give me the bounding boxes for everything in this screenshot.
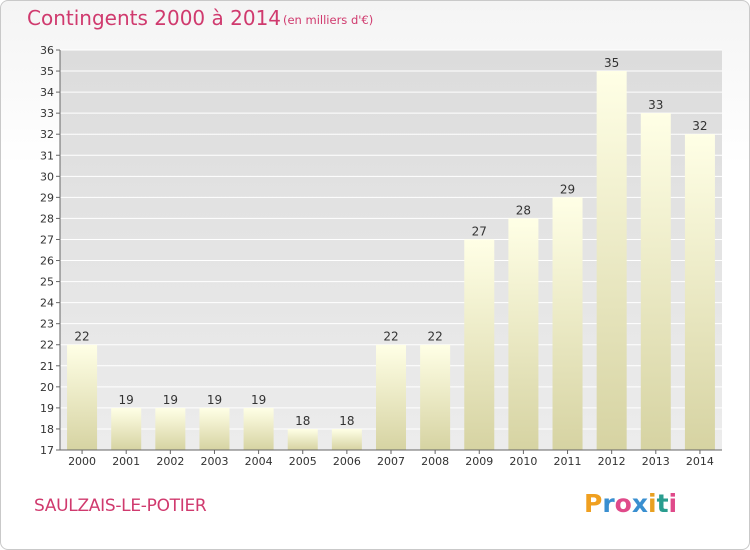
bar-2014 (684, 134, 715, 451)
x-tick-label: 2011 (554, 455, 582, 468)
logo-letter: P (584, 489, 603, 518)
bar-2010 (508, 218, 539, 450)
data-label: 29 (560, 182, 575, 196)
proxiti-logo: Proxiti (584, 489, 677, 518)
y-tick-label: 31 (40, 149, 54, 162)
y-tick-label: 28 (40, 212, 54, 225)
x-tick-label: 2013 (642, 455, 670, 468)
bar-2012 (596, 71, 627, 450)
data-label: 19 (251, 393, 266, 407)
bar-2003 (199, 407, 230, 450)
x-tick-label: 2014 (686, 455, 714, 468)
logo-letter: i (668, 489, 678, 518)
y-tick-label: 24 (40, 297, 54, 310)
data-label: 22 (427, 330, 442, 344)
bar-2004 (243, 407, 274, 450)
y-tick-label: 33 (40, 107, 54, 120)
y-tick-label: 22 (40, 339, 54, 352)
x-tick-label: 2004 (245, 455, 273, 468)
data-label: 19 (163, 393, 178, 407)
y-tick-label: 20 (40, 381, 54, 394)
y-tick-label: 21 (40, 360, 54, 373)
bar-2009 (464, 239, 495, 450)
bar-2000 (67, 344, 98, 450)
x-tick-label: 2001 (112, 455, 140, 468)
commune-name: SAULZAIS-LE-POTIER (34, 496, 207, 516)
y-tick-label: 34 (40, 86, 54, 99)
x-tick-label: 2006 (333, 455, 361, 468)
data-label: 19 (207, 393, 222, 407)
bar-2005 (287, 428, 318, 450)
bar-2002 (155, 407, 186, 450)
x-tick-label: 2005 (289, 455, 317, 468)
y-tick-label: 35 (40, 65, 54, 78)
data-label: 35 (604, 56, 619, 70)
bar-2008 (420, 344, 451, 450)
y-tick-label: 29 (40, 191, 54, 204)
y-tick-label: 26 (40, 255, 54, 268)
logo-letter: o (614, 489, 632, 518)
y-tick-label: 32 (40, 128, 54, 141)
data-label: 32 (692, 119, 707, 133)
data-label: 22 (74, 330, 89, 344)
x-tick-label: 2007 (377, 455, 405, 468)
y-tick-label: 27 (40, 233, 54, 246)
x-tick-label: 2009 (465, 455, 493, 468)
x-tick-label: 2003 (200, 455, 228, 468)
logo-letter: t (656, 489, 669, 518)
x-tick-label: 2012 (598, 455, 626, 468)
x-tick-label: 2000 (68, 455, 96, 468)
data-label: 27 (472, 224, 487, 238)
y-tick-label: 36 (40, 44, 54, 57)
y-tick-label: 30 (40, 170, 54, 183)
data-label: 19 (119, 393, 134, 407)
bar-2006 (331, 428, 362, 450)
x-tick-label: 2008 (421, 455, 449, 468)
bar-2001 (111, 407, 142, 450)
data-label: 18 (295, 414, 310, 428)
x-tick-label: 2002 (156, 455, 184, 468)
data-label: 28 (516, 203, 531, 217)
logo-letter: x (631, 489, 648, 518)
y-tick-label: 23 (40, 318, 54, 331)
chart-title: Contingents 2000 à 2014 (27, 6, 282, 30)
chart-subtitle: (en milliers d'€) (283, 13, 374, 27)
y-tick-label: 25 (40, 276, 54, 289)
bar-2011 (552, 197, 583, 450)
data-label: 33 (648, 98, 663, 112)
y-tick-label: 19 (40, 402, 54, 415)
x-tick-label: 2010 (509, 455, 537, 468)
y-tick-label: 17 (40, 444, 54, 457)
data-label: 22 (383, 330, 398, 344)
logo-letter: i (648, 489, 657, 518)
bar-2013 (640, 113, 671, 450)
bar-2007 (375, 344, 407, 450)
y-tick-label: 18 (40, 423, 54, 436)
data-label: 18 (339, 414, 354, 428)
logo-letter: r (602, 489, 615, 518)
